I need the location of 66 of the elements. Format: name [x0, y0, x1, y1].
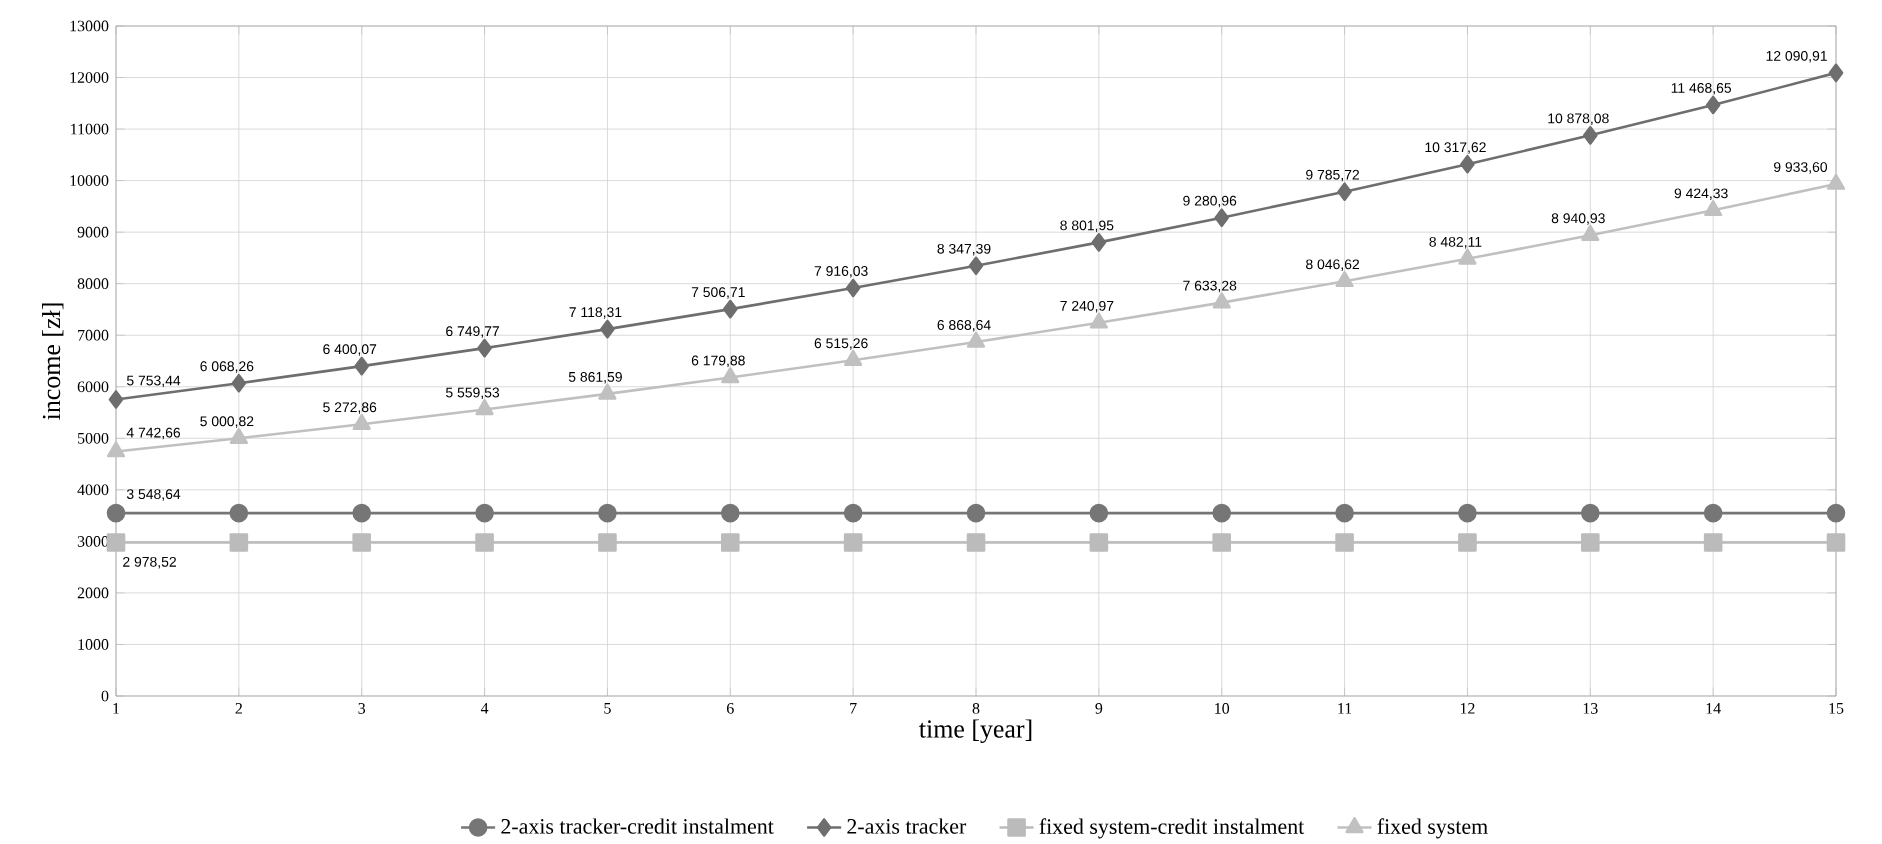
point [229, 427, 248, 444]
point [1089, 532, 1109, 552]
point [106, 440, 126, 458]
point [1704, 199, 1723, 216]
point [845, 278, 861, 297]
point [1460, 154, 1475, 174]
point [1826, 173, 1846, 190]
point [966, 331, 986, 348]
point [1581, 532, 1600, 552]
point [1703, 532, 1723, 552]
point [598, 383, 617, 400]
point [1828, 63, 1844, 82]
point [720, 503, 740, 523]
point [1705, 95, 1721, 114]
point [106, 503, 126, 523]
point [1212, 532, 1232, 552]
point [1212, 503, 1232, 523]
y-axis-title: income [zł] [42, 303, 64, 420]
point [968, 256, 984, 275]
point [1089, 503, 1109, 523]
point [1458, 503, 1477, 523]
point [598, 532, 617, 552]
legend-label: 2-axis tracker [847, 818, 967, 834]
point [354, 356, 370, 376]
point [352, 413, 371, 430]
point [1335, 532, 1354, 552]
point [475, 503, 494, 523]
point [722, 299, 738, 319]
point [721, 366, 740, 383]
point [1458, 248, 1477, 265]
point [1335, 503, 1354, 523]
point [1212, 291, 1231, 309]
point [1458, 532, 1477, 552]
point [1703, 503, 1723, 523]
point [231, 373, 247, 393]
point [720, 532, 740, 552]
point [1091, 232, 1107, 252]
point [844, 349, 863, 366]
point [1214, 208, 1230, 227]
point [966, 503, 986, 523]
point [475, 532, 494, 552]
point [229, 532, 249, 552]
point [1826, 532, 1846, 552]
point [477, 338, 492, 358]
point [1089, 312, 1108, 329]
point [600, 319, 615, 339]
point [475, 398, 494, 415]
point [1583, 125, 1598, 145]
point [1335, 270, 1354, 287]
point [598, 503, 617, 523]
legend-label: fixed system-credit instalment [1039, 817, 1305, 839]
point [229, 503, 249, 523]
point [843, 503, 863, 523]
point [843, 532, 863, 552]
point [966, 532, 986, 552]
point [1337, 182, 1352, 201]
x-axis-title: time [year] [919, 719, 1032, 743]
legend-label: fixed system [1377, 817, 1488, 839]
point [1581, 224, 1600, 241]
point [352, 532, 372, 552]
point [1581, 503, 1600, 523]
point [352, 503, 372, 523]
point [106, 532, 126, 552]
point [1826, 503, 1846, 523]
legend-label: 2-axis tracker-credit instalment [501, 818, 774, 834]
point [108, 389, 124, 409]
